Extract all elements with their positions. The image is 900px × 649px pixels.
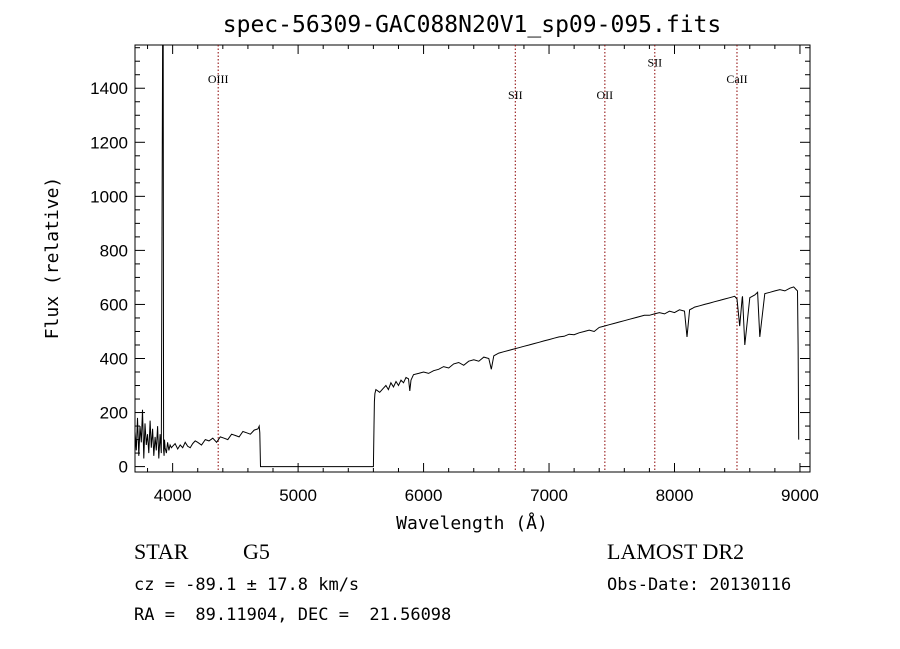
coordinates-text: RA = 89.11904, DEC = 21.56098 bbox=[134, 605, 451, 625]
x-tick-label: 9000 bbox=[781, 486, 819, 505]
y-tick-label: 600 bbox=[100, 295, 128, 314]
y-tick-label: 1400 bbox=[90, 79, 128, 98]
y-axis: 0 200 400 600 800 1000 1200 1400 bbox=[90, 47, 810, 477]
y-tick-label: 400 bbox=[100, 349, 128, 368]
object-subclass: G5 bbox=[243, 539, 270, 564]
x-tick-label: 6000 bbox=[405, 486, 443, 505]
x-tick-label: 7000 bbox=[530, 486, 568, 505]
spectral-line-label: SII bbox=[508, 88, 523, 102]
y-axis-label: Flux (relative) bbox=[42, 177, 63, 340]
spectrum-series bbox=[135, 45, 800, 468]
survey-name: LAMOST DR2 bbox=[607, 539, 744, 564]
x-axis-label: Wavelength (Å) bbox=[396, 512, 548, 534]
y-tick-label: 200 bbox=[100, 404, 128, 423]
spectrum-line bbox=[135, 45, 800, 468]
x-tick-label: 8000 bbox=[656, 486, 694, 505]
spectral-line-label: OII bbox=[597, 88, 614, 102]
chart-title: spec-56309-GAC088N20V1_sp09-095.fits bbox=[223, 12, 722, 38]
y-tick-label: 800 bbox=[100, 241, 128, 260]
spectral-line-label: CaII bbox=[726, 72, 747, 86]
object-class: STAR bbox=[134, 539, 189, 564]
obs-date-text: Obs-Date: 20130116 bbox=[607, 575, 791, 595]
spectral-line-label: SII bbox=[647, 56, 662, 70]
y-tick-label: 1200 bbox=[90, 133, 128, 152]
x-tick-label: 5000 bbox=[279, 486, 317, 505]
y-tick-label: 0 bbox=[119, 458, 128, 477]
y-tick-label: 1000 bbox=[90, 187, 128, 206]
redshift-text: cz = -89.1 ± 17.8 km/s bbox=[134, 575, 359, 595]
plot-frame bbox=[134, 44, 811, 473]
x-axis: 4000 5000 6000 7000 8000 9000 bbox=[147, 45, 819, 505]
x-tick-label: 4000 bbox=[154, 486, 192, 505]
spectral-line-label: OIII bbox=[208, 72, 229, 86]
spectral-line-markers: OIII SII OII SII CaII bbox=[208, 45, 748, 472]
